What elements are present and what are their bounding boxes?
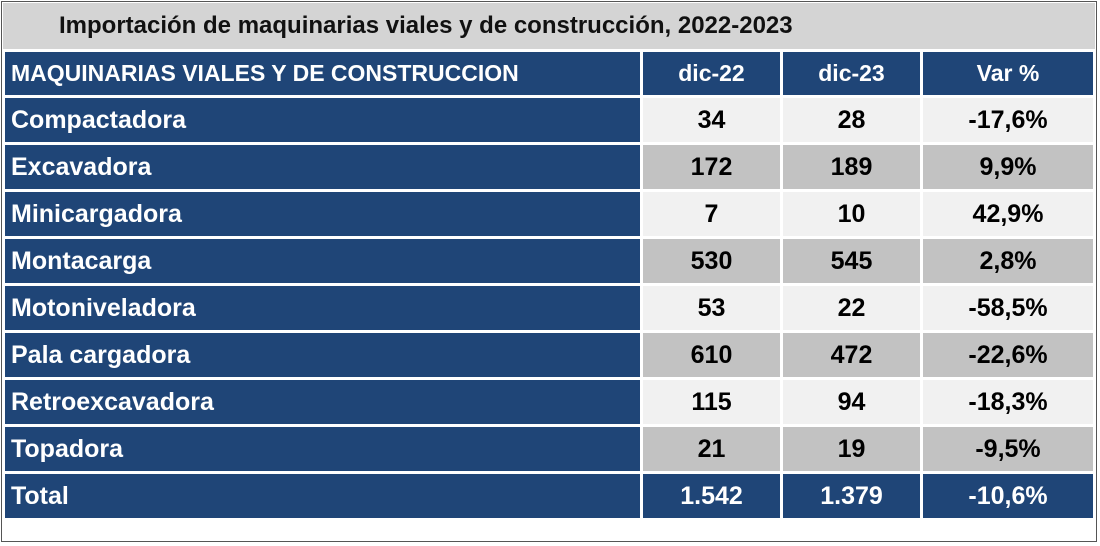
total-row: Total 1.542 1.379 -10,6% [5, 474, 1093, 518]
cell: 1.542 [643, 474, 780, 518]
cell: 530 [643, 239, 780, 283]
data-row: Compactadora 34 28 -17,6% [5, 98, 1093, 142]
data-row: Retroexcavadora 115 94 -18,3% [5, 380, 1093, 424]
row-label: Excavadora [5, 145, 640, 189]
cell: -22,6% [923, 333, 1093, 377]
cell: Var % [923, 52, 1093, 95]
data-row: Excavadora 172 189 9,9% [5, 145, 1093, 189]
cell: 472 [783, 333, 920, 377]
row-label: Retroexcavadora [5, 380, 640, 424]
cell: -58,5% [923, 286, 1093, 330]
header-row: MAQUINARIAS VIALES Y DE CONSTRUCCION dic-… [5, 52, 1093, 95]
cell: -18,3% [923, 380, 1093, 424]
table-body: MAQUINARIAS VIALES Y DE CONSTRUCCION dic-… [5, 52, 1093, 518]
cell: 9,9% [923, 145, 1093, 189]
cell: 2,8% [923, 239, 1093, 283]
data-row: Minicargadora 7 10 42,9% [5, 192, 1093, 236]
cell: 94 [783, 380, 920, 424]
row-label: Topadora [5, 427, 640, 471]
data-table: MAQUINARIAS VIALES Y DE CONSTRUCCION dic-… [2, 49, 1096, 521]
data-row: Topadora 21 19 -9,5% [5, 427, 1093, 471]
cell: 28 [783, 98, 920, 142]
cell: 115 [643, 380, 780, 424]
cell: 545 [783, 239, 920, 283]
row-label: Compactadora [5, 98, 640, 142]
cell: 21 [643, 427, 780, 471]
cell: 10 [783, 192, 920, 236]
data-row: Motoniveladora 53 22 -58,5% [5, 286, 1093, 330]
cell: 610 [643, 333, 780, 377]
cell: dic-22 [643, 52, 780, 95]
row-label: Montacarga [5, 239, 640, 283]
cell: -9,5% [923, 427, 1093, 471]
cell: 189 [783, 145, 920, 189]
cell: 172 [643, 145, 780, 189]
cell: 53 [643, 286, 780, 330]
cell: 1.379 [783, 474, 920, 518]
cell: -10,6% [923, 474, 1093, 518]
row-label: MAQUINARIAS VIALES Y DE CONSTRUCCION [5, 52, 640, 95]
row-label: Total [5, 474, 640, 518]
row-label: Pala cargadora [5, 333, 640, 377]
cell: 22 [783, 286, 920, 330]
cell: -17,6% [923, 98, 1093, 142]
cell: 7 [643, 192, 780, 236]
cell: 19 [783, 427, 920, 471]
cell: dic-23 [783, 52, 920, 95]
cell: 42,9% [923, 192, 1093, 236]
table-title: Importación de maquinarias viales y de c… [3, 3, 1095, 49]
data-row: Montacarga 530 545 2,8% [5, 239, 1093, 283]
row-label: Motoniveladora [5, 286, 640, 330]
data-row: Pala cargadora 610 472 -22,6% [5, 333, 1093, 377]
cell: 34 [643, 98, 780, 142]
row-label: Minicargadora [5, 192, 640, 236]
